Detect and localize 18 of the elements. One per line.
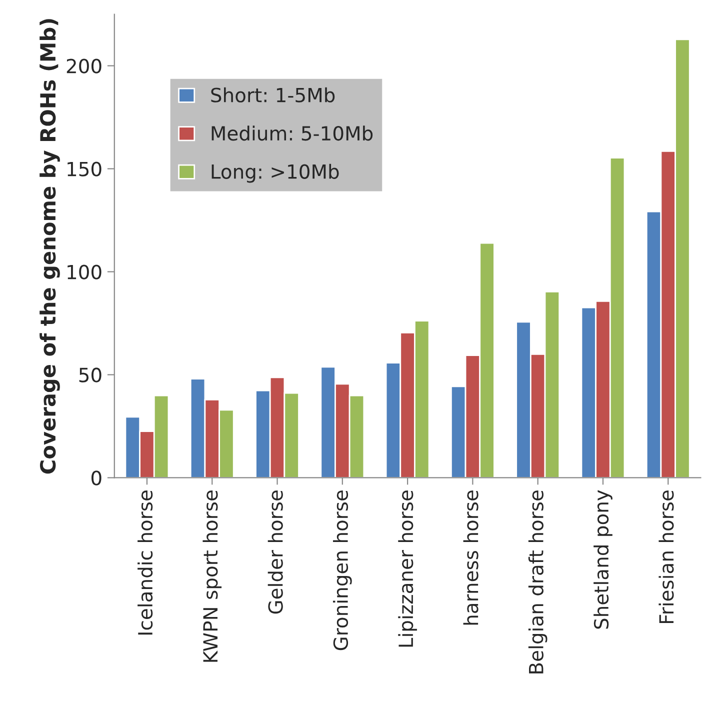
- x-tick-label: Shetland pony: [594, 490, 612, 629]
- y-tick-label: 150: [68, 162, 102, 176]
- y-tick-label: 100: [68, 264, 102, 280]
- x-tick-label: Groningen horse: [332, 490, 352, 650]
- x-tick-label: Friesian horse: [658, 490, 674, 623]
- x-tick-label: Belgian draft horse: [528, 490, 548, 674]
- y-tick-label: 200: [66, 58, 102, 74]
- x-tick-label: harness horse: [463, 490, 478, 625]
- x-tick-label: Icelandic horse: [138, 490, 153, 635]
- legend-label: Long: >10Mb: [212, 164, 339, 183]
- x-tick-label: Gelder horse: [268, 490, 283, 614]
- legend-label: Medium: 5-10Mb: [212, 126, 373, 141]
- x-tick-label: Lipizzaner horse: [398, 490, 417, 647]
- y-tick-label: 0: [92, 470, 102, 486]
- x-tick-label: KWPN sport horse: [202, 490, 222, 662]
- y-axis-title: Coverage of the genome by ROHs (Mb): [40, 19, 60, 474]
- legend-label: Short: 1-5Mb: [211, 87, 335, 102]
- y-tick-label: 50: [79, 368, 102, 382]
